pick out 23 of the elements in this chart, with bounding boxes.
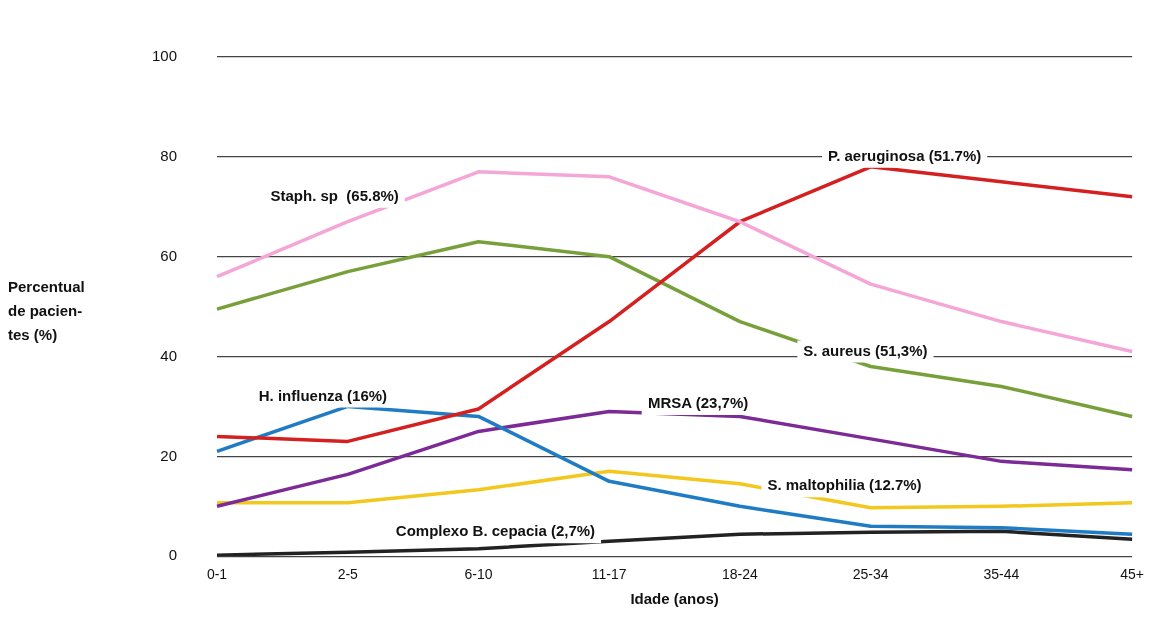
- x-tick-label: 11-17: [591, 566, 627, 583]
- y-tick-label: 80: [160, 146, 178, 164]
- y-tick-label: 20: [160, 446, 178, 464]
- y-tick-label: 60: [160, 246, 178, 264]
- x-tick-label: 0-1: [206, 566, 228, 583]
- x-tick-label: 25-34: [852, 566, 889, 583]
- y-tick-label: 100: [152, 47, 178, 65]
- x-axis-title: Idade (anos): [630, 590, 719, 608]
- y-tick-label: 0: [168, 546, 178, 564]
- x-tick-label: 18-24: [722, 566, 759, 583]
- series-label: Staph. sp (65.8%): [270, 186, 399, 204]
- y-tick-label: 40: [160, 346, 178, 364]
- series-label: S. aureus (51,3%): [803, 341, 928, 359]
- series-label: H. influenza (16%): [258, 386, 388, 404]
- x-tick-label: 35-44: [983, 566, 1020, 583]
- series-label: MRSA (23,7%): [647, 394, 749, 412]
- series-label: Complexo B. cepacia (2,7%): [395, 522, 596, 540]
- x-tick-label: 6-10: [464, 566, 493, 583]
- x-tick-label: 2-5: [337, 566, 359, 583]
- series-label: S. maltophilia (12.7%): [767, 476, 922, 494]
- series-label: P. aeruginosa (51.7%): [828, 146, 982, 164]
- y-axis-title: Percentual de pacien-tes (%): [8, 276, 86, 345]
- x-tick-label: 45+: [1120, 566, 1144, 583]
